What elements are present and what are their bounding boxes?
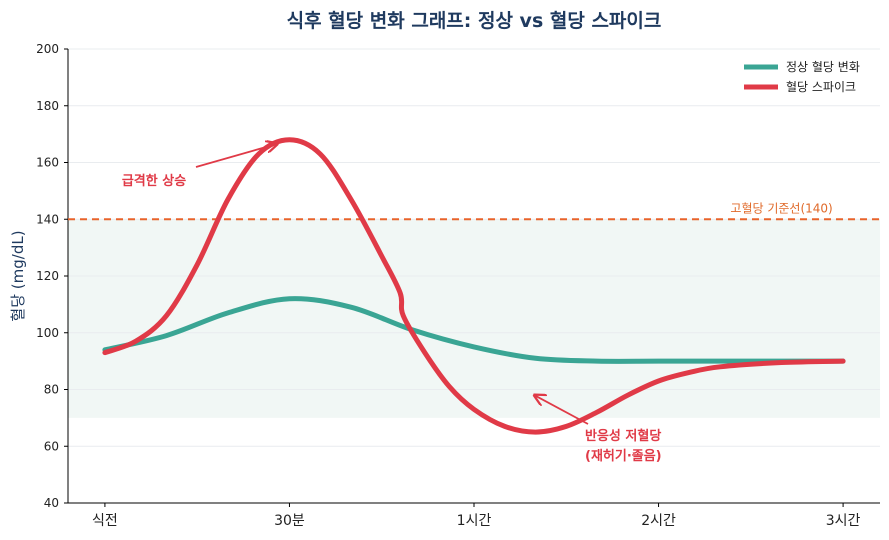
x-tick-label: 1시간 [457, 513, 492, 529]
y-tick-label: 100 [36, 326, 59, 340]
y-axis-label: 혈당 (mg/dL) [9, 230, 27, 321]
annotation-arrow [195, 144, 277, 168]
x-tick-label: 2시간 [641, 513, 676, 529]
normal-series-line [102, 296, 846, 364]
plot-area: 40 60 80 100 120 140 160 180 200 식전 30분 1시간 2시간 3시간 고혈… [36, 42, 880, 529]
legend-label: 정상 혈당 변화 [786, 60, 860, 74]
y-tick-label: 200 [36, 42, 59, 56]
y-tick-label: 80 [44, 383, 59, 397]
chart-title: 식후 혈당 변화 그래프: 정상 vs 혈당 스파이크 [287, 9, 662, 32]
y-tick-label: 180 [36, 99, 59, 113]
spike-series-line [102, 137, 846, 435]
y-tick-label: 140 [36, 212, 59, 226]
x-tick-label: 30분 [274, 513, 305, 529]
annotation-hypoglycemia: 반응성 저혈당 [585, 428, 661, 444]
y-tick-label: 120 [36, 269, 59, 283]
y-tick-label: 40 [44, 496, 59, 510]
y-tick-label: 160 [36, 156, 59, 170]
annotation-arrow [534, 395, 589, 425]
threshold-label: 고혈당 기준선(140) [730, 201, 832, 215]
x-tick-label: 식전 [92, 513, 118, 529]
y-tick-label: 60 [44, 439, 59, 453]
normal-range-band [68, 219, 880, 418]
x-tick-label: 3시간 [826, 513, 861, 529]
annotation-hypoglycemia-sub: (재허기·졸음) [585, 448, 662, 464]
legend-label: 혈당 스파이크 [786, 80, 856, 94]
annotation-rise: 급격한 상승 [122, 173, 186, 189]
